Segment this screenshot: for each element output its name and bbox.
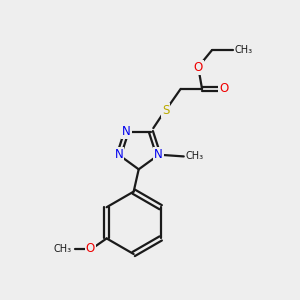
Text: O: O <box>86 242 95 255</box>
Text: N: N <box>122 125 131 138</box>
Text: S: S <box>162 104 169 117</box>
Text: CH₃: CH₃ <box>54 244 72 254</box>
Text: O: O <box>219 82 228 95</box>
Text: N: N <box>115 148 123 161</box>
Text: N: N <box>154 148 163 161</box>
Text: CH₃: CH₃ <box>185 152 203 161</box>
Text: O: O <box>194 61 203 74</box>
Text: CH₃: CH₃ <box>235 45 253 55</box>
